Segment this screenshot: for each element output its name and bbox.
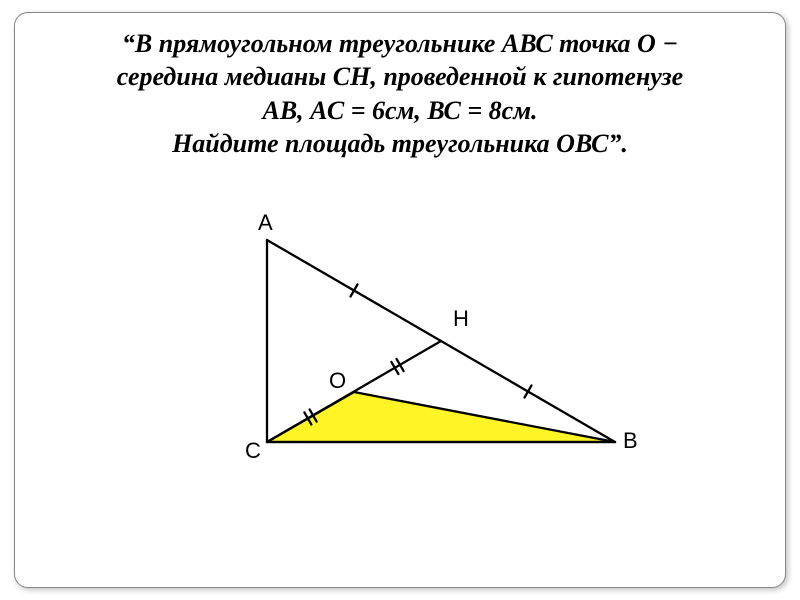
diagram-svg: [205, 218, 625, 558]
triangle-diagram: А Н В С О: [205, 218, 625, 558]
problem-line-4: Найдите площадь треугольника ОВС”.: [41, 127, 759, 160]
problem-text: “В прямоугольном треугольнике АВС точка …: [41, 27, 759, 160]
problem-line-2: середина медианы СН, проведенной к гипот…: [41, 60, 759, 93]
problem-line-3: АВ, АС = 6см, ВС = 8см.: [41, 94, 759, 127]
vertex-label-b: В: [623, 428, 638, 454]
vertex-label-a: А: [258, 210, 273, 236]
problem-line-1: “В прямоугольном треугольнике АВС точка …: [41, 27, 759, 60]
vertex-label-o: О: [329, 368, 346, 394]
vertex-label-h: Н: [453, 306, 469, 332]
problem-card: “В прямоугольном треугольнике АВС точка …: [14, 12, 786, 588]
vertex-label-c: С: [245, 438, 261, 464]
